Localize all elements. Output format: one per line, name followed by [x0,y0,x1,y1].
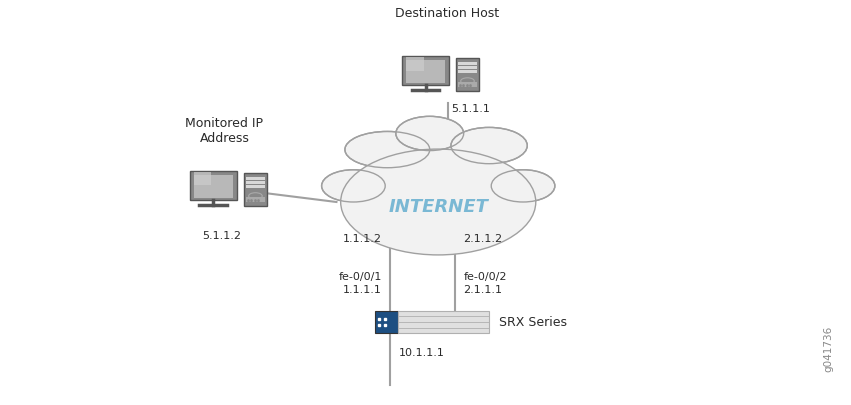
Text: 1.1.1.1: 1.1.1.1 [343,284,382,294]
Text: 2.1.1.1: 2.1.1.1 [463,284,502,294]
Ellipse shape [345,132,430,168]
FancyBboxPatch shape [458,71,477,74]
FancyBboxPatch shape [458,83,477,88]
Text: INTERNET: INTERNET [388,197,488,215]
FancyBboxPatch shape [406,60,445,84]
Text: 5.1.1.2: 5.1.1.2 [203,231,242,241]
FancyBboxPatch shape [374,311,397,333]
FancyBboxPatch shape [406,58,424,71]
Ellipse shape [451,128,528,164]
FancyBboxPatch shape [243,174,267,206]
Text: fe-0/0/2: fe-0/0/2 [463,271,506,281]
FancyBboxPatch shape [458,67,477,70]
Text: fe-0/0/1: fe-0/0/1 [339,271,382,281]
Text: Address: Address [199,131,249,144]
FancyBboxPatch shape [403,57,448,86]
FancyBboxPatch shape [246,182,265,184]
FancyBboxPatch shape [458,63,477,66]
Text: 1.1.1.2: 1.1.1.2 [343,233,382,243]
Text: g041736: g041736 [824,325,833,371]
FancyBboxPatch shape [246,197,265,203]
Text: Destination Host: Destination Host [395,6,499,19]
FancyBboxPatch shape [246,177,265,180]
FancyBboxPatch shape [193,175,233,199]
Ellipse shape [491,171,555,202]
Text: SRX Series: SRX Series [500,315,568,328]
FancyBboxPatch shape [397,311,489,333]
Text: Monitored IP: Monitored IP [186,117,264,130]
FancyBboxPatch shape [455,59,479,92]
Ellipse shape [340,150,536,255]
Ellipse shape [322,171,386,202]
FancyBboxPatch shape [190,172,237,200]
Text: 5.1.1.1: 5.1.1.1 [451,104,490,114]
Ellipse shape [396,117,464,151]
FancyBboxPatch shape [193,173,211,186]
FancyBboxPatch shape [246,186,265,188]
Text: 10.1.1.1: 10.1.1.1 [399,347,445,357]
Text: 2.1.1.2: 2.1.1.2 [463,233,502,243]
